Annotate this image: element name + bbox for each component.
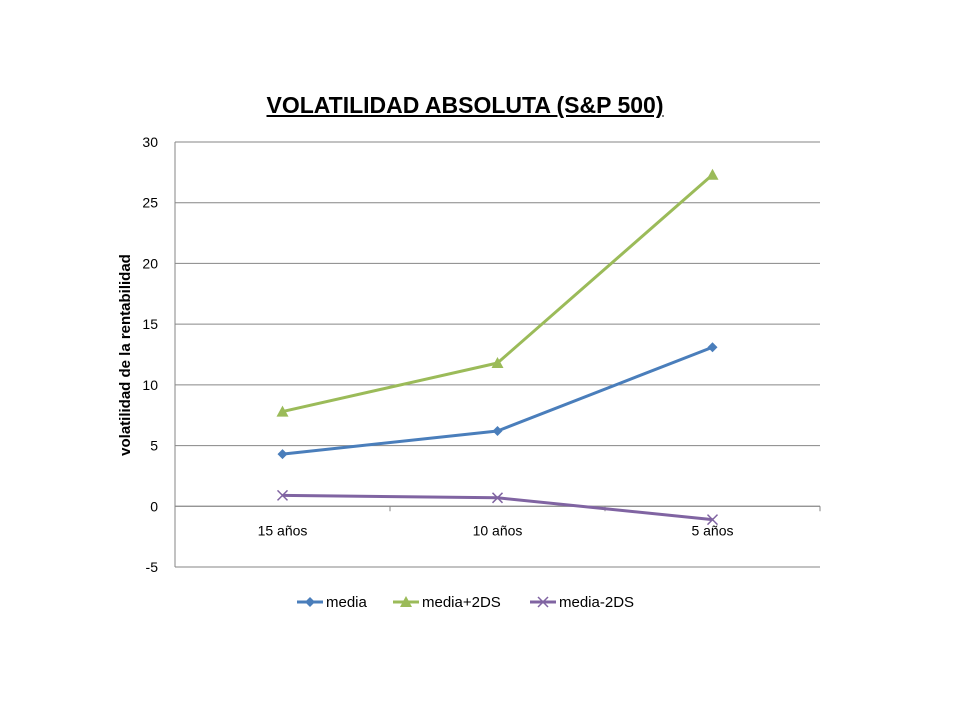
series-media-2ds [276, 489, 719, 526]
data-point [706, 514, 719, 526]
data-point [492, 426, 503, 436]
data-point [707, 342, 718, 353]
legend-label: media [326, 594, 368, 611]
axes [174, 142, 821, 567]
chart-title: VOLATILIDAD ABSOLUTA (S&P 500) [266, 92, 664, 118]
data-point [491, 357, 504, 368]
legend-entry: media [297, 594, 368, 611]
data-point [491, 492, 504, 504]
data-point [276, 405, 289, 417]
x-tick-label: 5 años [691, 522, 733, 538]
y-axis-title: volatilidad de la rentabilidad [117, 254, 134, 456]
data-point [277, 449, 288, 460]
series-media-2ds [276, 168, 719, 417]
series-line [282, 493, 713, 522]
legend-entry: media+2DS [393, 594, 501, 611]
legend-marker [305, 597, 315, 607]
data-point [276, 489, 289, 501]
legend-entry: media-2DS [530, 594, 634, 611]
x-tick-label: 10 años [473, 522, 523, 538]
series-media [277, 342, 718, 460]
y-tick-label: 0 [150, 498, 158, 514]
series-line [282, 173, 714, 414]
gridlines [175, 141, 820, 568]
y-tick-label: 10 [142, 377, 158, 393]
legend-marker [400, 596, 412, 607]
tick-labels: -5 0 5 10 15 20 25 30 15 años 10 años 5 años [142, 134, 733, 575]
y-tick-label: 20 [142, 255, 158, 271]
series [276, 168, 719, 526]
y-tick-label: 25 [142, 195, 158, 211]
legend-label: media+2DS [422, 594, 501, 611]
legend: media media+2DS media-2DS [297, 594, 634, 611]
legend-marker [537, 596, 549, 608]
legend-label: media-2DS [559, 594, 634, 611]
y-tick-label: -5 [146, 559, 159, 575]
data-point [706, 168, 719, 180]
y-tick-label: 5 [150, 438, 158, 454]
y-tick-label: 30 [142, 134, 158, 150]
x-tick-label: 15 años [258, 522, 308, 538]
y-tick-label: 15 [142, 316, 158, 332]
